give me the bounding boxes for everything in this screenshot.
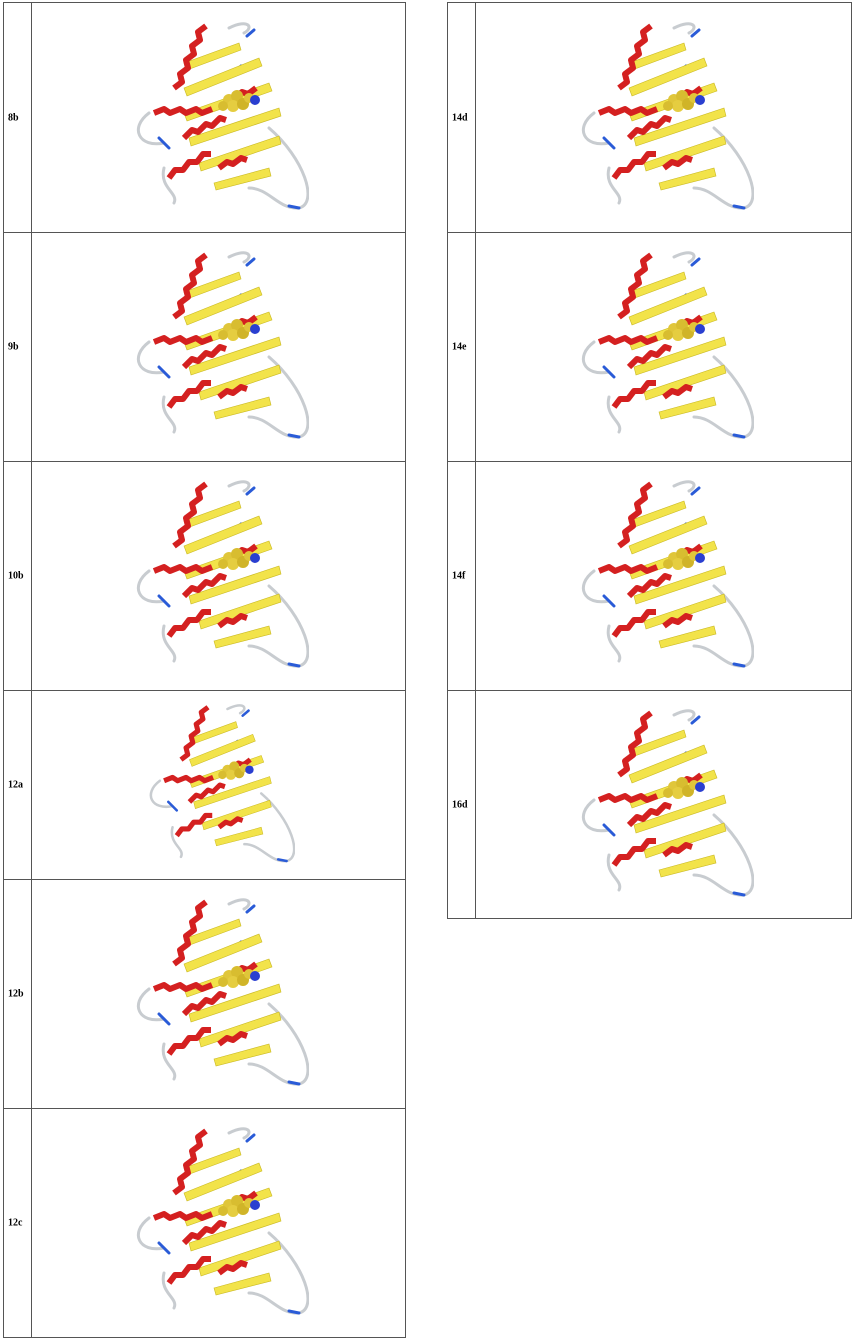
compound-label: 16d (452, 799, 468, 810)
compound-label: 14d (452, 112, 468, 123)
image-cell (476, 233, 851, 461)
table-row: 16d (448, 690, 851, 918)
table-row: 14e (448, 232, 851, 461)
label-cell: 8b (4, 3, 32, 232)
image-cell (476, 691, 851, 918)
protein-structure (129, 894, 309, 1094)
image-cell (32, 691, 405, 879)
protein-structure (129, 18, 309, 218)
label-cell: 14f (448, 462, 476, 690)
table-row: 12a (4, 690, 405, 879)
protein-structure (142, 701, 294, 870)
label-cell: 12a (4, 691, 32, 879)
protein-structure (129, 1123, 309, 1323)
label-cell: 10b (4, 462, 32, 690)
label-cell: 14e (448, 233, 476, 461)
table-row: 8b (4, 3, 405, 232)
protein-structure (574, 476, 754, 676)
table-row: 14d (448, 3, 851, 232)
table-row: 9b (4, 232, 405, 461)
image-cell (32, 462, 405, 690)
compound-label: 14f (452, 570, 466, 582)
right-table: 14d 14e 14f 16d (447, 2, 852, 919)
table-row: 10b (4, 461, 405, 690)
label-cell: 12c (4, 1109, 32, 1337)
image-cell (32, 3, 405, 232)
protein-structure (129, 247, 309, 447)
image-cell (476, 3, 851, 232)
compound-label: 12c (8, 1217, 23, 1229)
table-row: 12c (4, 1108, 405, 1337)
image-cell (32, 880, 405, 1108)
compound-label: 12a (8, 779, 23, 791)
compound-label: 12b (8, 988, 24, 1000)
image-cell (32, 233, 405, 461)
compound-label: 9b (8, 341, 19, 353)
protein-structure (129, 476, 309, 676)
compound-label: 8b (8, 112, 19, 123)
image-cell (476, 462, 851, 690)
label-cell: 14d (448, 3, 476, 232)
compound-label: 14e (452, 341, 467, 353)
compound-label: 10b (8, 570, 24, 582)
left-table: 8b 9b 10b 12a 12b 12c (3, 2, 406, 1338)
label-cell: 9b (4, 233, 32, 461)
label-cell: 12b (4, 880, 32, 1108)
table-row: 14f (448, 461, 851, 690)
label-cell: 16d (448, 691, 476, 918)
protein-structure (574, 18, 754, 218)
protein-structure (574, 705, 754, 905)
image-cell (32, 1109, 405, 1337)
protein-structure (574, 247, 754, 447)
table-row: 12b (4, 879, 405, 1108)
